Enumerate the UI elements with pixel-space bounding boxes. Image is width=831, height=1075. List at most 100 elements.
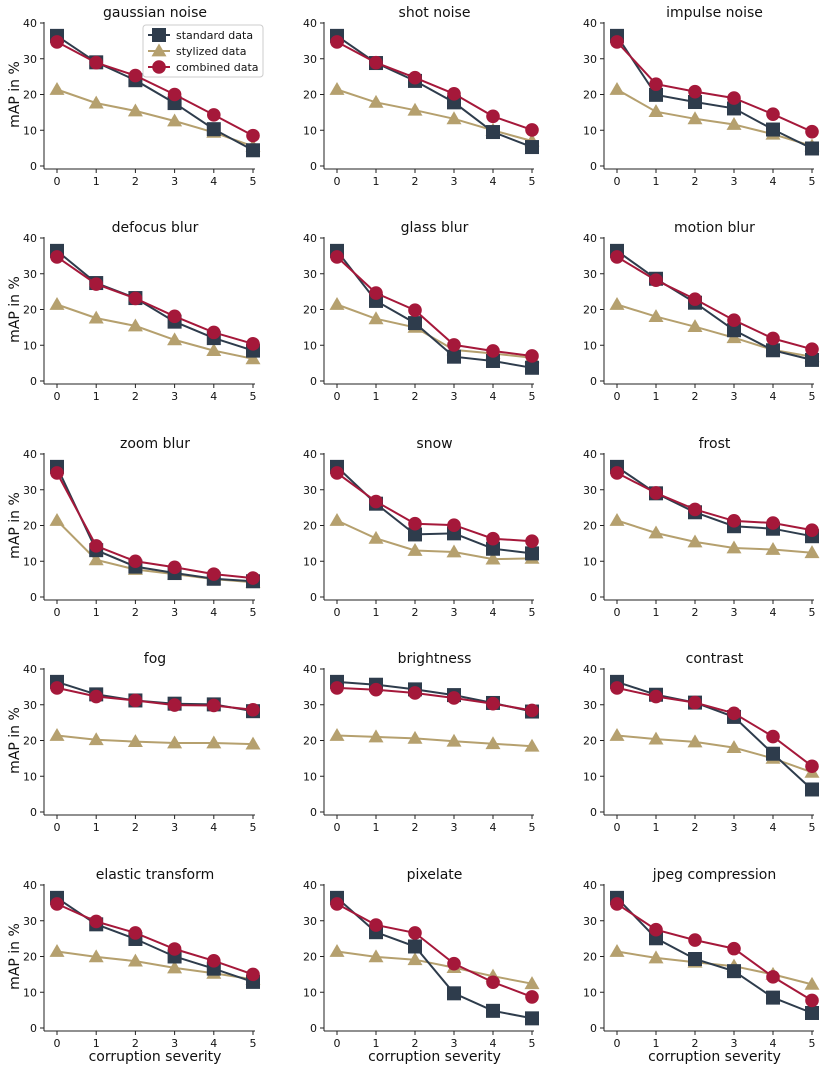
x-axis-label: corruption severity bbox=[89, 1049, 222, 1065]
x-tick-label: 2 bbox=[692, 606, 699, 619]
data-point-combined bbox=[128, 926, 143, 940]
x-tick-label: 4 bbox=[210, 1037, 217, 1050]
series-line-combined bbox=[56, 902, 254, 976]
series-combined bbox=[50, 466, 260, 585]
legend-label-standard: standard data bbox=[176, 29, 253, 42]
y-tick-label: 40 bbox=[23, 879, 37, 892]
x-tick-label: 5 bbox=[529, 1037, 536, 1050]
data-point-combined bbox=[486, 531, 500, 546]
chart-title: frost bbox=[699, 436, 731, 452]
x-tick-label: 2 bbox=[692, 1037, 699, 1050]
series-line-standard bbox=[336, 250, 533, 369]
y-tick-label: 10 bbox=[303, 770, 317, 783]
y-tick-label: 40 bbox=[583, 17, 597, 30]
series-line-stylized bbox=[616, 950, 813, 986]
x-tick-label: 5 bbox=[250, 606, 257, 619]
data-point-stylized bbox=[648, 104, 664, 118]
x-tick-label: 0 bbox=[614, 1037, 621, 1050]
data-point-combined bbox=[805, 759, 819, 774]
series-combined bbox=[610, 35, 819, 139]
data-point-combined bbox=[805, 523, 819, 537]
data-point-stylized bbox=[648, 950, 664, 964]
y-axis-label: mAP in % bbox=[7, 492, 23, 559]
data-point-stylized bbox=[88, 95, 104, 109]
legend-label-stylized: stylized data bbox=[176, 45, 246, 58]
x-tick-label: 1 bbox=[653, 1037, 660, 1050]
data-point-combined bbox=[207, 698, 221, 713]
series-line-stylized bbox=[616, 519, 813, 554]
data-point-combined bbox=[525, 534, 539, 549]
data-point-standard bbox=[805, 782, 819, 797]
data-point-standard bbox=[805, 352, 819, 367]
y-tick-label: 40 bbox=[303, 879, 317, 892]
x-tick-label: 2 bbox=[412, 606, 419, 619]
x-tick-label: 5 bbox=[250, 1037, 257, 1050]
y-tick-label: 30 bbox=[303, 699, 317, 712]
x-tick-label: 1 bbox=[93, 606, 100, 619]
data-point-combined bbox=[525, 349, 539, 363]
y-tick-label: 0 bbox=[30, 591, 37, 604]
data-point-combined bbox=[525, 123, 539, 137]
x-tick-label: 3 bbox=[451, 175, 458, 188]
data-point-combined bbox=[330, 35, 344, 49]
data-point-combined bbox=[688, 933, 702, 947]
chart-title: shot noise bbox=[399, 5, 471, 21]
chart-panel: zoom blur 0 10 20 30 40 0 1 2 3 4 5 mAP in % bbox=[7, 436, 261, 619]
y-tick-label: 40 bbox=[303, 448, 317, 461]
data-point-stylized bbox=[648, 309, 664, 323]
chart-panel: glass blur 0 10 20 30 40 0 1 2 3 4 5 bbox=[303, 220, 540, 403]
x-tick-label: 3 bbox=[731, 606, 738, 619]
legend-label-combined: combined data bbox=[176, 61, 259, 74]
y-tick-label: 30 bbox=[583, 268, 597, 281]
y-axis-label: mAP in % bbox=[7, 276, 23, 343]
data-point-stylized bbox=[804, 976, 820, 990]
data-point-stylized bbox=[329, 81, 345, 95]
y-tick-label: 10 bbox=[303, 124, 317, 137]
data-point-stylized bbox=[609, 296, 625, 310]
data-point-combined bbox=[766, 729, 780, 744]
data-point-stylized bbox=[206, 343, 222, 357]
data-point-combined bbox=[766, 970, 780, 984]
chart-panel: pixelate 0 10 20 30 40 0 1 2 3 4 5 corruption severi… bbox=[303, 867, 540, 1065]
data-point-standard bbox=[408, 527, 422, 542]
data-point-standard bbox=[408, 939, 422, 954]
series-combined bbox=[50, 250, 260, 351]
y-tick-label: 20 bbox=[583, 89, 597, 102]
data-point-combined bbox=[649, 922, 663, 937]
data-point-stylized bbox=[49, 296, 65, 310]
x-tick-label: 4 bbox=[770, 390, 777, 403]
data-point-combined bbox=[50, 466, 64, 480]
data-point-combined bbox=[89, 914, 103, 929]
x-tick-label: 3 bbox=[171, 821, 178, 834]
data-point-combined bbox=[766, 107, 780, 121]
data-point-combined bbox=[369, 55, 383, 70]
x-axis-label: corruption severity bbox=[648, 1049, 781, 1065]
data-point-stylized bbox=[687, 534, 703, 548]
y-tick-label: 10 bbox=[23, 339, 37, 352]
series-line-standard bbox=[616, 35, 813, 150]
x-tick-label: 2 bbox=[412, 390, 419, 403]
data-point-combined bbox=[525, 990, 539, 1004]
y-tick-label: 10 bbox=[303, 555, 317, 568]
legend: standard data stylized data combined data bbox=[142, 24, 264, 78]
data-point-stylized bbox=[329, 943, 345, 957]
data-point-combined bbox=[167, 698, 182, 712]
x-tick-label: 2 bbox=[692, 821, 699, 834]
x-tick-label: 0 bbox=[54, 821, 61, 834]
y-tick-label: 20 bbox=[303, 951, 317, 964]
chart-title: gaussian noise bbox=[103, 5, 207, 21]
y-tick-label: 20 bbox=[23, 735, 37, 748]
y-tick-label: 40 bbox=[583, 448, 597, 461]
data-point-combined bbox=[50, 35, 64, 49]
chart-title: zoom blur bbox=[120, 436, 190, 452]
data-point-standard bbox=[447, 349, 461, 364]
y-tick-label: 40 bbox=[303, 17, 317, 30]
y-tick-label: 30 bbox=[23, 53, 37, 66]
data-point-combined bbox=[766, 331, 780, 346]
y-tick-label: 0 bbox=[590, 375, 597, 388]
data-point-stylized bbox=[368, 949, 384, 963]
series-stylized bbox=[49, 943, 261, 985]
y-tick-label: 20 bbox=[23, 304, 37, 317]
data-point-stylized bbox=[88, 732, 104, 746]
